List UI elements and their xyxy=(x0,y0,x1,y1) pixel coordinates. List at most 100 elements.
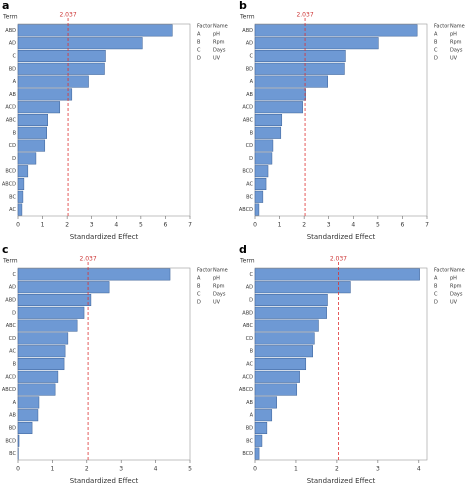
bar xyxy=(17,370,59,383)
x-axis-label: Standardized Effect xyxy=(307,477,376,485)
y-tick-label: ABC xyxy=(6,323,17,329)
x-tick-label: 1 xyxy=(278,222,282,229)
y-tick-label: AC xyxy=(9,349,16,355)
bar xyxy=(17,49,106,63)
y-tick-label: D xyxy=(12,310,16,316)
y-tick-label: A xyxy=(13,400,17,406)
bar xyxy=(254,370,300,383)
bar xyxy=(17,409,39,422)
y-tick-label: ABC xyxy=(243,118,254,124)
y-tick-label: ABC xyxy=(243,323,254,329)
x-tick-label: 4 xyxy=(417,466,421,473)
legend-header: Name xyxy=(450,24,465,30)
bar xyxy=(254,37,379,50)
bar xyxy=(254,24,418,37)
x-tick-label: 3 xyxy=(119,466,123,473)
bar xyxy=(254,281,351,294)
y-tick-label: ABD xyxy=(5,28,16,34)
legend-cell: Rpm xyxy=(450,40,462,46)
y-tick-label: AD xyxy=(246,285,253,291)
y-tick-label: ABCD xyxy=(239,387,253,393)
legend-header: Factor xyxy=(197,268,213,274)
y-tick-label: AB xyxy=(246,92,253,98)
legend-cell: pH xyxy=(213,276,220,282)
bar xyxy=(254,88,306,101)
bar xyxy=(254,447,260,460)
bar xyxy=(254,345,313,358)
bar xyxy=(254,177,267,191)
x-tick-label: 0 xyxy=(253,222,257,229)
legend-header: Name xyxy=(213,24,228,30)
bar xyxy=(17,293,92,307)
x-tick-label: 7 xyxy=(188,222,192,229)
y-tick-label: ACD xyxy=(5,374,16,380)
bar xyxy=(254,101,303,114)
y-tick-label: AC xyxy=(246,362,253,368)
y-axis-label: Term xyxy=(2,14,18,21)
bar xyxy=(17,332,69,345)
bar xyxy=(17,268,171,281)
y-axis-label: Term xyxy=(239,14,255,21)
legend-header: Factor xyxy=(434,268,450,274)
bar xyxy=(17,434,20,447)
y-tick-label: C xyxy=(13,272,17,278)
legend-cell: pH xyxy=(450,276,457,282)
bar xyxy=(254,75,328,88)
bar xyxy=(17,177,25,191)
legend-cell: Days xyxy=(450,48,463,54)
bar xyxy=(17,357,65,371)
y-tick-label: AB xyxy=(9,92,16,98)
bar xyxy=(254,268,420,281)
x-tick-label: 4 xyxy=(351,222,355,229)
reference-label: 2.037 xyxy=(59,12,76,19)
bar xyxy=(254,306,327,319)
x-tick-label: 1 xyxy=(50,466,54,473)
bar xyxy=(17,113,48,127)
legend-cell: Rpm xyxy=(213,284,225,290)
x-axis-label: Standardized Effect xyxy=(70,477,139,485)
y-tick-label: BD xyxy=(9,66,16,72)
x-tick-label: 2 xyxy=(302,222,306,229)
legend-cell: Days xyxy=(450,292,463,298)
legend-cell: A xyxy=(434,276,438,282)
legend-cell: D xyxy=(434,300,438,306)
y-tick-label: B xyxy=(250,349,254,355)
legend-cell: A xyxy=(197,276,201,282)
y-tick-label: ABD xyxy=(5,298,16,304)
x-axis-label: Standardized Effect xyxy=(70,233,139,241)
y-tick-label: AC xyxy=(246,182,253,188)
legend-header: Name xyxy=(450,268,465,274)
x-tick-label: 6 xyxy=(401,222,405,229)
y-tick-label: AB xyxy=(246,400,253,406)
bar xyxy=(254,409,273,422)
y-tick-label: CD xyxy=(246,143,253,149)
bar xyxy=(17,152,37,165)
y-tick-label: BD xyxy=(246,426,253,432)
bar xyxy=(17,396,40,409)
bar xyxy=(17,165,29,178)
y-tick-label: A xyxy=(13,79,17,85)
y-tick-label: D xyxy=(249,156,253,162)
y-tick-label: D xyxy=(249,298,253,304)
y-tick-label: CD xyxy=(246,336,253,342)
x-tick-label: 2 xyxy=(85,466,89,473)
y-tick-label: ABC xyxy=(6,118,17,124)
reference-label: 2.037 xyxy=(296,12,313,19)
y-tick-label: AD xyxy=(9,41,16,47)
legend-cell: B xyxy=(434,284,438,290)
panel-label: a xyxy=(2,0,9,12)
y-tick-label: BCD xyxy=(242,169,253,175)
x-tick-label: 1 xyxy=(294,466,298,473)
panel-label: b xyxy=(239,0,247,12)
bar xyxy=(17,319,78,332)
x-tick-label: 5 xyxy=(188,466,192,473)
bar xyxy=(17,75,89,88)
bar xyxy=(17,126,47,139)
y-tick-label: BCD xyxy=(5,169,16,175)
legend-cell: pH xyxy=(450,32,457,38)
y-tick-label: ACD xyxy=(242,374,253,380)
y-axis-label: Term xyxy=(2,258,18,265)
legend-cell: UV xyxy=(213,300,221,306)
